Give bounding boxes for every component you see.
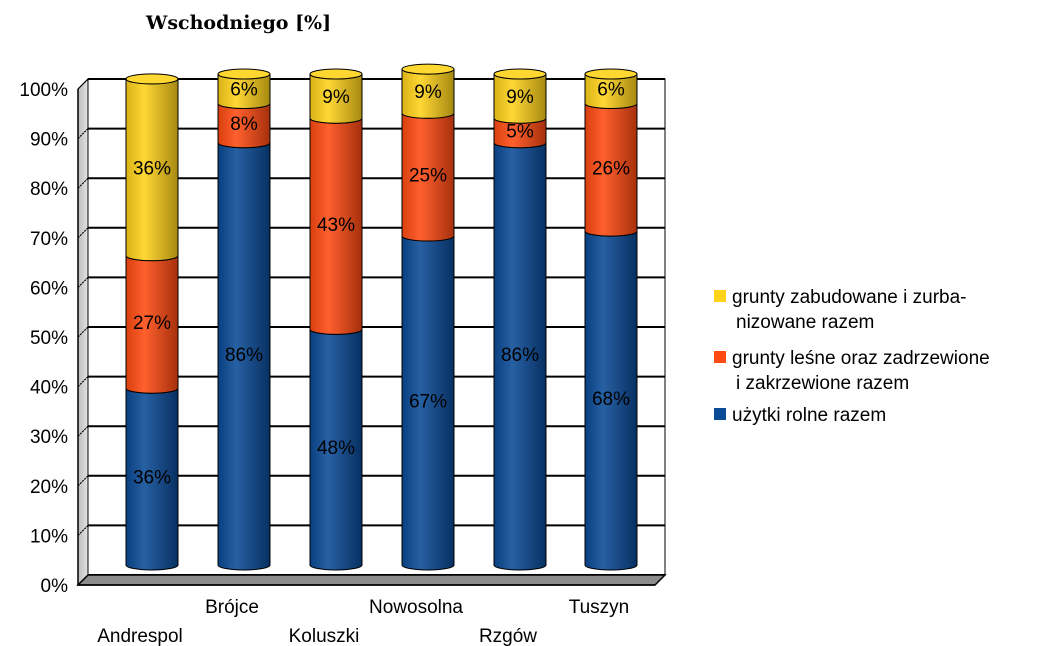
x-axis: Andrespol Brójce Koluszki Nowosolna Rzgów Tus…	[78, 584, 655, 646]
data-label: 25%	[409, 166, 447, 187]
y-tick-label: 50%	[30, 328, 68, 349]
data-label: 36%	[133, 468, 171, 489]
data-label: 48%	[317, 438, 355, 459]
y-tick-label: 40%	[30, 378, 68, 399]
bar-top	[217, 68, 271, 80]
data-label: 68%	[592, 389, 630, 410]
gridline-depth	[77, 177, 89, 189]
data-label: 6%	[230, 80, 258, 101]
gridline-depth	[77, 524, 89, 536]
y-axis: 0% 10% 20% 30% 40% 50% 60% 70% 80% 90% 100%	[19, 80, 79, 597]
y-tick-label: 10%	[30, 526, 68, 547]
y-tick-label: 90%	[30, 130, 68, 151]
x-category-label: Rzgów	[479, 626, 537, 646]
data-label: 67%	[409, 392, 447, 413]
gridline-depth	[77, 376, 89, 388]
legend-swatch	[714, 408, 726, 420]
y-tick-label: 70%	[30, 229, 68, 250]
bar-group: 86% 5% 9%	[493, 68, 547, 571]
plot-area	[76, 77, 667, 587]
gridline-depth	[77, 326, 89, 338]
bars: 36%27%36%86%8%6%48%43%9%67%25%9%86%5%9%6…	[125, 63, 638, 571]
bar-top	[493, 68, 547, 80]
legend: grunty zabudowane i zurba-nizowane razem…	[714, 287, 990, 426]
legend-label: grunty leśne oraz zadrzewione	[732, 348, 990, 369]
gridline-depth	[77, 128, 89, 140]
y-tick-label: 0%	[41, 576, 69, 597]
floor	[76, 574, 667, 586]
bar-top	[584, 68, 638, 80]
data-label: 86%	[225, 345, 263, 366]
gridline-depth	[77, 425, 89, 437]
x-category-label: Tuszyn	[569, 597, 630, 618]
data-label: 9%	[506, 87, 534, 108]
bar-group: 67% 25% 9%	[401, 63, 455, 571]
y-tick-label: 30%	[30, 427, 68, 448]
gridline-depth	[77, 475, 89, 487]
gridline-depth	[77, 276, 89, 288]
data-label: 43%	[317, 215, 355, 236]
gridline-depth	[77, 78, 89, 90]
data-label: 36%	[133, 158, 171, 179]
data-label: 5%	[506, 121, 534, 142]
data-label: 9%	[414, 82, 442, 103]
bar-group: 68% 26% 6%	[584, 68, 638, 571]
legend-label: nizowane razem	[736, 312, 874, 333]
data-label: 6%	[597, 80, 625, 101]
legend-swatch	[714, 290, 726, 302]
y-tick-label: 60%	[30, 278, 68, 299]
bar-top	[401, 63, 455, 75]
legend-swatch	[714, 351, 726, 363]
x-category-label: Andrespol	[97, 626, 183, 646]
x-category-label: Nowosolna	[369, 597, 463, 618]
y-tick-label: 100%	[19, 80, 68, 101]
y-tick-label: 20%	[30, 477, 68, 498]
bar-group: 86% 8% 6%	[217, 68, 271, 571]
bar-group: 48% 43% 9%	[309, 68, 363, 571]
data-label: 9%	[322, 87, 350, 108]
data-label: 26%	[592, 158, 630, 179]
legend-label: użytki rolne razem	[732, 405, 886, 426]
data-label: 27%	[133, 313, 171, 334]
data-label: 8%	[230, 114, 258, 135]
y-tick-label: 80%	[30, 179, 68, 200]
data-label: 86%	[501, 345, 539, 366]
x-category-label: Koluszki	[289, 626, 360, 646]
legend-label: grunty zabudowane i zurba-	[732, 287, 966, 308]
bar-top	[309, 68, 363, 80]
legend-label: i zakrzewione razem	[736, 373, 909, 394]
chart-title: Wschodniego [%]	[146, 12, 332, 34]
bar-group: 36% 27% 36%	[125, 73, 179, 571]
x-category-label: Brójce	[205, 597, 259, 618]
gridline-depth	[77, 227, 89, 239]
bar-top	[125, 73, 179, 85]
